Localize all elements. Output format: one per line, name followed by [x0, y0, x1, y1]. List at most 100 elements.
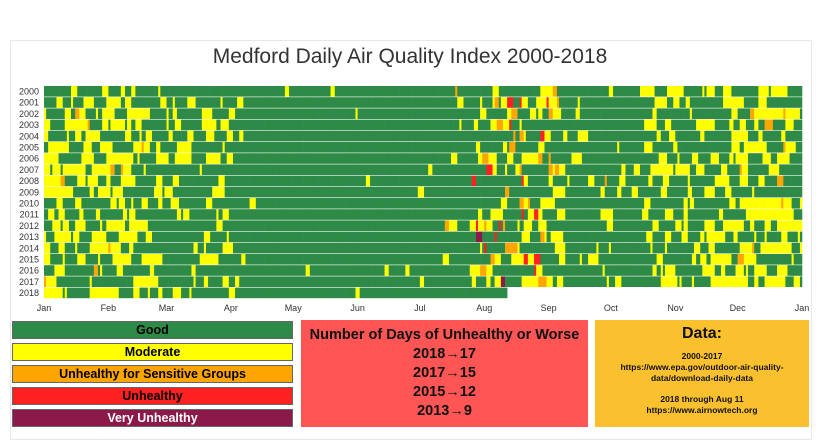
cell-2017-94 — [239, 276, 244, 287]
cell-2010-151 — [357, 198, 363, 209]
cell-2005-241 — [544, 142, 556, 153]
cell-2003-320 — [708, 119, 716, 131]
cell-2001-109 — [270, 97, 277, 108]
cell-2017-12 — [68, 276, 72, 287]
cell-2011-231 — [523, 209, 529, 220]
cell-2017-68 — [185, 276, 194, 287]
cell-2017-252 — [567, 276, 579, 287]
cell-2006-100 — [251, 153, 255, 164]
cell-2012-348 — [766, 220, 772, 231]
cell-2007-246 — [554, 164, 560, 175]
cell-2011-143 — [340, 209, 344, 220]
cell-2016-337 — [743, 265, 747, 276]
cell-2004-76 — [201, 130, 207, 142]
month-label-10: Nov — [667, 303, 684, 313]
cell-2006-288 — [642, 153, 647, 164]
month-label-1: Feb — [101, 303, 117, 313]
cell-2014-298 — [662, 242, 666, 254]
cell-2011-233 — [527, 209, 533, 220]
cell-2011-121 — [295, 209, 306, 220]
cell-2004-69 — [187, 130, 194, 142]
cell-2012-308 — [683, 220, 689, 231]
cell-2010-43 — [133, 198, 142, 209]
cell-2014-128 — [309, 242, 321, 254]
cell-2004-171 — [399, 130, 412, 142]
cell-2002-30 — [106, 108, 109, 119]
cell-2015-57 — [162, 254, 169, 265]
cell-2004-276 — [617, 130, 622, 142]
cell-2011-345 — [760, 209, 765, 220]
cell-2013-149 — [353, 231, 358, 243]
cell-2005-356 — [783, 142, 786, 153]
cell-2003-156 — [367, 119, 377, 131]
cell-2005-231 — [523, 142, 533, 153]
cell-2009-0 — [44, 186, 51, 198]
cell-2012-137 — [328, 220, 342, 231]
cell-2008-18 — [81, 175, 84, 187]
cell-2015-233 — [527, 254, 535, 265]
cell-2017-220 — [500, 276, 506, 287]
cell-2018-43 — [133, 287, 140, 299]
cell-2010-212 — [484, 198, 489, 209]
cell-2018-161 — [378, 287, 383, 299]
cell-2010-289 — [644, 198, 651, 209]
cell-2001-348 — [766, 97, 774, 108]
cell-2010-199 — [457, 198, 468, 209]
cell-2014-267 — [598, 242, 610, 254]
cell-2007-30 — [106, 164, 111, 175]
cell-2004-47 — [141, 130, 147, 142]
cell-2008-32 — [110, 175, 113, 187]
cell-2015-227 — [515, 254, 520, 265]
cell-2009-74 — [197, 186, 207, 198]
cell-2005-6 — [56, 142, 61, 153]
cell-2000-198 — [455, 86, 458, 97]
cell-2002-311 — [689, 108, 693, 119]
cell-2017-344 — [758, 276, 765, 287]
cell-2009-30 — [106, 186, 109, 198]
cell-2011-16 — [77, 209, 80, 220]
cell-2008-344 — [758, 175, 765, 187]
cell-2000-247 — [556, 86, 568, 97]
cell-2003-302 — [671, 119, 674, 131]
cell-2013-241 — [544, 231, 547, 243]
cell-2009-127 — [307, 186, 315, 198]
cell-2000-105 — [262, 86, 275, 97]
cell-2014-110 — [272, 242, 277, 254]
cell-2011-241 — [544, 209, 552, 220]
cell-2002-79 — [208, 108, 213, 119]
cell-2015-251 — [565, 254, 576, 265]
cell-2007-236 — [534, 164, 539, 175]
cell-2007-354 — [779, 164, 786, 175]
cell-2003-292 — [650, 119, 657, 131]
cell-2006-63 — [174, 153, 182, 164]
cell-2012-231 — [523, 220, 527, 231]
cell-2002-234 — [529, 108, 537, 119]
cell-2003-258 — [579, 119, 583, 131]
cell-2003-64 — [176, 119, 182, 131]
cell-2006-68 — [185, 153, 192, 164]
cell-2002-361 — [793, 108, 797, 119]
cell-2007-152 — [359, 164, 369, 175]
cell-2009-318 — [704, 186, 711, 198]
cell-2000-216 — [492, 86, 495, 97]
cell-2004-310 — [687, 130, 701, 142]
cell-2017-323 — [714, 276, 720, 287]
row-label-2012: 2012 — [19, 221, 39, 231]
cell-2017-355 — [781, 276, 786, 287]
cell-2004-106 — [264, 130, 269, 142]
cell-2011-277 — [619, 209, 622, 220]
cell-2008-285 — [635, 175, 649, 187]
cell-2001-282 — [629, 97, 643, 108]
cell-2016-282 — [629, 265, 643, 276]
cell-2005-136 — [326, 142, 336, 153]
cell-2007-329 — [727, 164, 740, 175]
cell-2014-41 — [129, 242, 134, 254]
cell-2005-235 — [532, 142, 539, 153]
cell-2003-137 — [328, 119, 333, 131]
cell-2001-220 — [500, 97, 508, 108]
cell-2009-97 — [245, 186, 248, 198]
cell-2011-319 — [706, 209, 720, 220]
cell-2006-321 — [710, 153, 718, 164]
cell-2011-196 — [451, 209, 456, 220]
cell-2003-326 — [721, 119, 730, 131]
